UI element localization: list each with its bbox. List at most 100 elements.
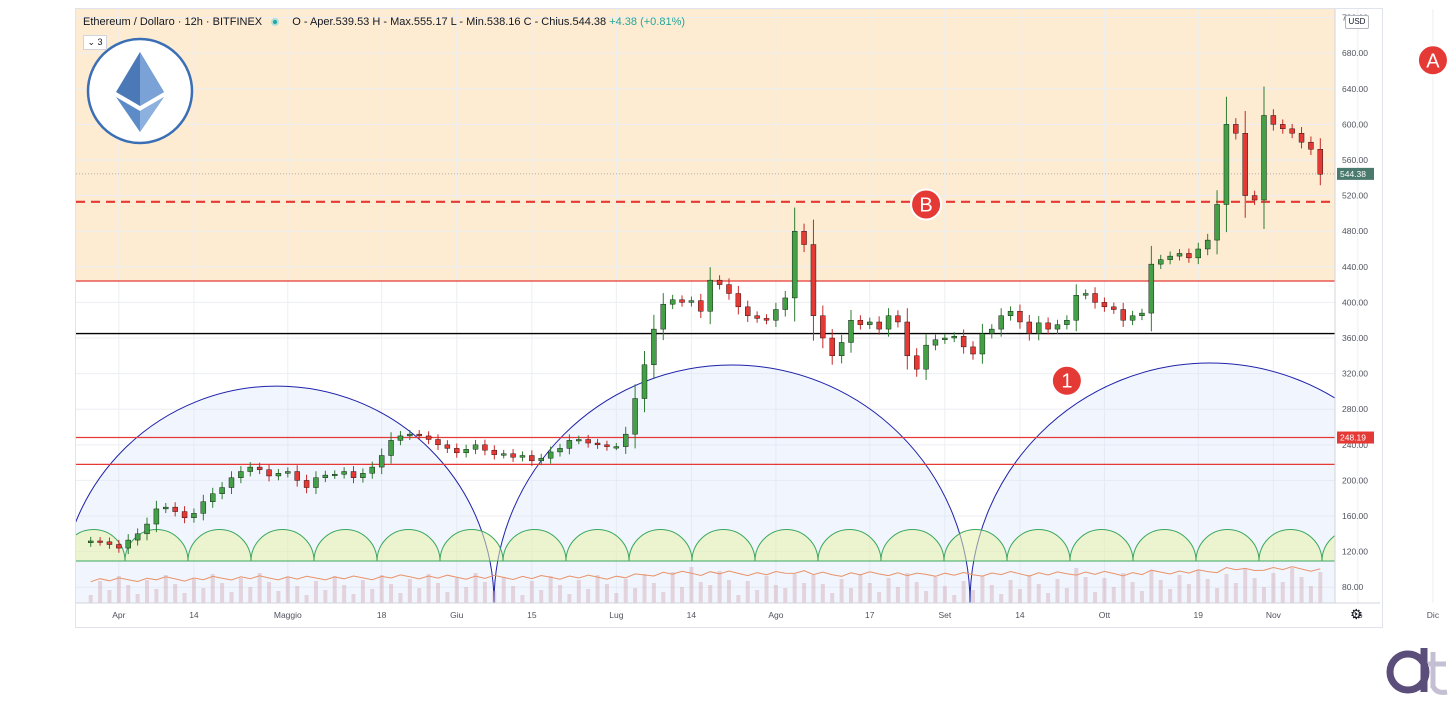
indicator-toggle[interactable]: ⌄ 3 [83, 35, 107, 50]
candle-body [491, 449, 498, 455]
candle [463, 444, 469, 458]
candle-body [116, 544, 122, 549]
candle-body [763, 318, 770, 321]
annotation-marker: A [1416, 44, 1449, 77]
candle [1298, 127, 1305, 149]
volume-bar [473, 573, 478, 603]
volume-bar [698, 582, 703, 603]
candle-body [942, 337, 948, 340]
candle-body [970, 346, 976, 355]
resistance-zone [76, 9, 1335, 282]
time-tick-label: 17 [865, 610, 875, 620]
candle-body [885, 315, 892, 330]
candle [87, 536, 94, 547]
candle-body [369, 466, 375, 474]
candle [416, 430, 422, 441]
volume-bar [1318, 572, 1323, 603]
candle [716, 275, 723, 290]
candle-body [482, 444, 488, 451]
volume-bar [201, 588, 206, 603]
time-tick-label: 15 [527, 610, 537, 620]
cycle-arc-small [1258, 529, 1323, 562]
candle [407, 430, 413, 441]
volume-bar [191, 579, 196, 603]
volume-bar [1233, 583, 1238, 603]
symbol-title[interactable]: Ethereum / Dollaro · 12h · BITFINEX [83, 16, 263, 28]
candle [529, 450, 535, 467]
candle [266, 464, 272, 482]
cycle-arc-small [1321, 534, 1335, 562]
candle [651, 314, 657, 379]
candle-body [716, 279, 723, 285]
candle [585, 434, 591, 448]
candle [613, 443, 620, 451]
annotation-marker: B [910, 188, 943, 221]
volume-bar [1139, 591, 1144, 603]
candle [285, 467, 291, 478]
candle-body [1120, 309, 1126, 321]
candle-body [641, 364, 648, 399]
price-tick-label: 480.00 [1342, 226, 1368, 236]
volume-bar [407, 579, 412, 603]
volume-bar [238, 578, 243, 603]
candle [669, 294, 676, 310]
candle-body [745, 306, 751, 316]
candle-body [1308, 141, 1314, 150]
candle-body [698, 300, 704, 312]
volume-bar [1093, 592, 1098, 603]
volume-bar [163, 575, 168, 603]
volume-bar [1205, 579, 1210, 603]
volume-bar [1008, 580, 1013, 603]
candle [1129, 310, 1136, 326]
candle-body [576, 439, 582, 442]
volume-bar [210, 574, 215, 603]
candle [510, 449, 516, 462]
candle-body [913, 355, 920, 370]
price-tick-label: 360.00 [1342, 333, 1368, 343]
volume-bar [952, 595, 957, 603]
gear-icon[interactable]: ⚙ [1350, 606, 1363, 622]
candle-body [444, 444, 451, 449]
volume-bar [1308, 586, 1313, 603]
volume-bar [1299, 577, 1304, 603]
candle-body [1251, 195, 1258, 201]
candle [885, 308, 892, 337]
cycle-arc-small [1006, 529, 1071, 562]
candle-body [660, 303, 666, 330]
volume-bar [1130, 582, 1135, 603]
time-tick-label: 14 [189, 610, 199, 620]
candle [876, 316, 882, 335]
candle-body [1111, 306, 1117, 310]
candle-body [200, 501, 207, 514]
candle [106, 537, 113, 549]
candle-body [463, 449, 469, 454]
candle-body [932, 339, 939, 346]
volume-bar [895, 587, 900, 603]
candle [172, 502, 178, 517]
candle [998, 308, 1004, 337]
volume-bar [717, 571, 722, 603]
candle-body [1073, 295, 1079, 321]
volume-bar [999, 594, 1004, 603]
time-tick-label: 18 [377, 610, 387, 620]
volume-bar [924, 591, 929, 603]
volume-bar [661, 592, 666, 603]
currency-button[interactable]: USD [1345, 15, 1369, 29]
candle [960, 329, 967, 354]
volume-bar [1027, 575, 1032, 603]
volume-bar [351, 594, 356, 603]
candle-body [810, 244, 817, 316]
volume-bar [1083, 577, 1088, 603]
candle-body [923, 344, 929, 370]
candle-body [1129, 315, 1136, 321]
volume-bar [633, 588, 638, 603]
candle-body [1054, 324, 1061, 330]
candle [238, 466, 244, 484]
volume-bar [783, 588, 788, 603]
candle [951, 332, 957, 343]
candle [594, 438, 601, 449]
candle [1064, 315, 1070, 330]
candle-body [332, 473, 338, 476]
candle-body [782, 297, 788, 310]
